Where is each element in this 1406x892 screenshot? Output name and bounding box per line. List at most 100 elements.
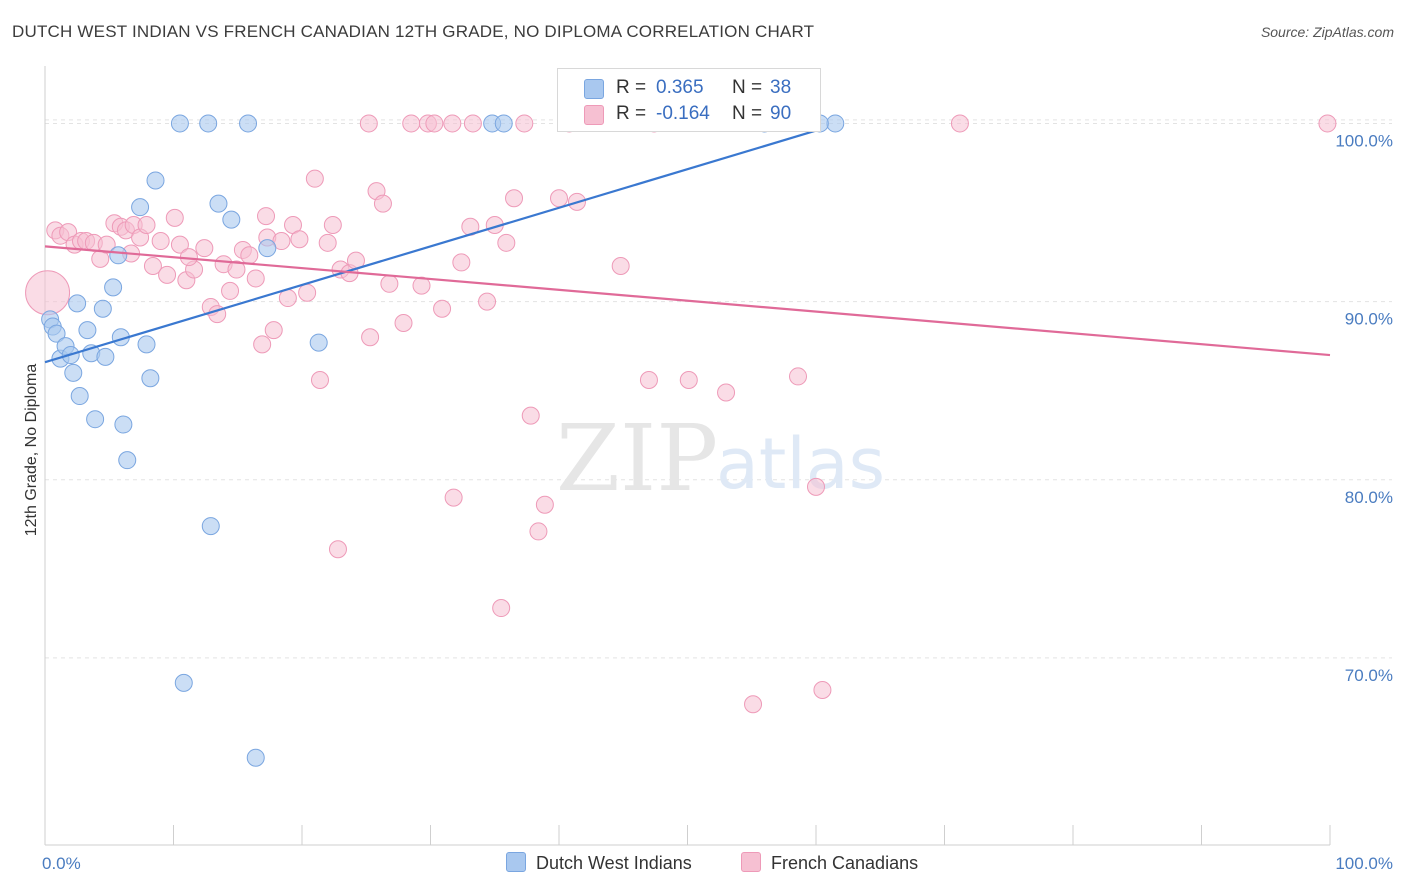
legend-row-french-canadians: R = -0.164 N = 90 xyxy=(558,101,820,127)
legend-label: French Canadians xyxy=(771,853,919,873)
point-dutch-west-indians xyxy=(174,673,193,692)
point-french-canadians xyxy=(1318,114,1337,133)
point-dutch-west-indians xyxy=(109,246,128,265)
point-french-canadians xyxy=(323,216,342,234)
r-label: R = xyxy=(616,103,647,124)
point-french-canadians xyxy=(373,194,392,213)
point-french-canadians xyxy=(521,406,540,425)
point-french-canadians xyxy=(151,232,170,251)
point-dutch-west-indians xyxy=(68,294,87,313)
point-french-canadians xyxy=(272,232,291,251)
point-french-canadians xyxy=(679,371,698,389)
point-french-canadians xyxy=(246,269,265,288)
point-french-canadians xyxy=(25,270,71,316)
legend-row-dutch-west-indians: R = 0.365 N = 38 xyxy=(558,75,820,101)
point-dutch-west-indians xyxy=(222,210,241,229)
point-french-canadians xyxy=(497,233,516,252)
legend-item-french-canadians[interactable]: French Canadians xyxy=(741,852,918,874)
point-french-canadians xyxy=(550,189,568,208)
point-french-canadians xyxy=(227,260,246,279)
watermark: ZIP atlas xyxy=(556,405,885,512)
point-french-canadians xyxy=(717,383,736,402)
point-french-canadians xyxy=(433,299,452,318)
point-dutch-west-indians xyxy=(494,114,513,133)
trend-line-dutch-west-indians xyxy=(44,129,817,364)
point-french-canadians xyxy=(318,233,337,252)
point-french-canadians xyxy=(535,495,554,514)
point-french-canadians xyxy=(240,246,259,265)
pink-swatch xyxy=(584,105,604,125)
blue-swatch xyxy=(506,852,526,872)
n-value: 90 xyxy=(770,103,792,124)
point-french-canadians xyxy=(443,114,462,133)
point-dutch-west-indians xyxy=(246,748,265,767)
point-french-canadians xyxy=(807,477,825,496)
point-dutch-west-indians xyxy=(86,410,105,429)
chart-title: DUTCH WEST INDIAN VS FRENCH CANADIAN 12T… xyxy=(12,22,815,41)
point-french-canadians xyxy=(158,265,177,284)
point-dutch-west-indians xyxy=(239,114,258,133)
tick-labels: 70.0% 80.0% 90.0% 100.0% 0.0% 100.0% xyxy=(42,131,1393,873)
point-dutch-west-indians xyxy=(118,451,137,470)
legend-label: Dutch West Indians xyxy=(536,853,692,873)
point-french-canadians xyxy=(380,274,399,293)
point-dutch-west-indians xyxy=(70,387,89,406)
y-axis-label: 12th Grade, No Diploma xyxy=(23,364,40,537)
point-french-canadians xyxy=(359,114,378,133)
source-label: Source: ZipAtlas.com xyxy=(1260,24,1394,40)
point-french-canadians xyxy=(529,522,548,541)
point-dutch-west-indians xyxy=(146,171,165,190)
point-french-canadians xyxy=(257,207,276,226)
point-french-canadians xyxy=(950,114,969,133)
point-french-canadians xyxy=(290,230,309,249)
point-french-canadians xyxy=(813,681,832,699)
point-dutch-west-indians xyxy=(47,324,66,343)
n-label: N = xyxy=(732,77,763,98)
point-french-canadians xyxy=(478,292,497,311)
point-french-canadians xyxy=(264,321,283,340)
dutch-west-indians-points xyxy=(41,114,845,767)
point-dutch-west-indians xyxy=(96,347,115,366)
blue-swatch xyxy=(584,79,604,99)
point-dutch-west-indians xyxy=(137,335,156,354)
x-tick-label-min: 0.0% xyxy=(42,854,81,873)
axes xyxy=(44,66,1331,846)
point-french-canadians xyxy=(492,599,511,618)
point-french-canadians xyxy=(505,189,524,208)
point-french-canadians xyxy=(394,313,413,332)
point-french-canadians xyxy=(425,114,444,133)
n-value: 38 xyxy=(770,77,792,98)
trend-lines xyxy=(44,129,1331,364)
y-tick-label: 90.0% xyxy=(1345,310,1393,329)
n-label: N = xyxy=(732,103,763,124)
r-value: 0.365 xyxy=(656,77,704,98)
point-french-canadians xyxy=(305,169,324,188)
legend-item-dutch-west-indians[interactable]: Dutch West Indians xyxy=(506,852,692,874)
point-french-canadians xyxy=(170,235,189,254)
point-dutch-west-indians xyxy=(114,415,133,434)
point-french-canadians xyxy=(463,114,482,133)
point-dutch-west-indians xyxy=(209,194,228,213)
watermark-zip: ZIP xyxy=(556,405,718,512)
pink-swatch xyxy=(741,852,761,872)
point-french-canadians xyxy=(298,283,317,302)
point-dutch-west-indians xyxy=(201,517,220,536)
point-dutch-west-indians xyxy=(104,278,123,297)
point-french-canadians xyxy=(639,371,658,389)
point-french-canadians xyxy=(143,256,162,275)
y-tick-label: 100.0% xyxy=(1335,131,1393,150)
point-french-canadians xyxy=(310,371,329,389)
point-french-canadians xyxy=(611,256,630,275)
point-french-canadians xyxy=(253,335,272,354)
point-french-canadians xyxy=(165,208,184,227)
point-french-canadians xyxy=(744,695,763,714)
point-dutch-west-indians xyxy=(258,239,277,258)
point-dutch-west-indians xyxy=(309,333,328,352)
point-french-canadians xyxy=(195,239,214,258)
point-dutch-west-indians xyxy=(64,363,83,382)
point-french-canadians xyxy=(97,235,116,254)
y-tick-label: 70.0% xyxy=(1345,666,1393,685)
point-french-canadians xyxy=(402,114,421,133)
trend-line-french-canadians xyxy=(44,245,1331,357)
point-french-canadians xyxy=(137,216,156,234)
